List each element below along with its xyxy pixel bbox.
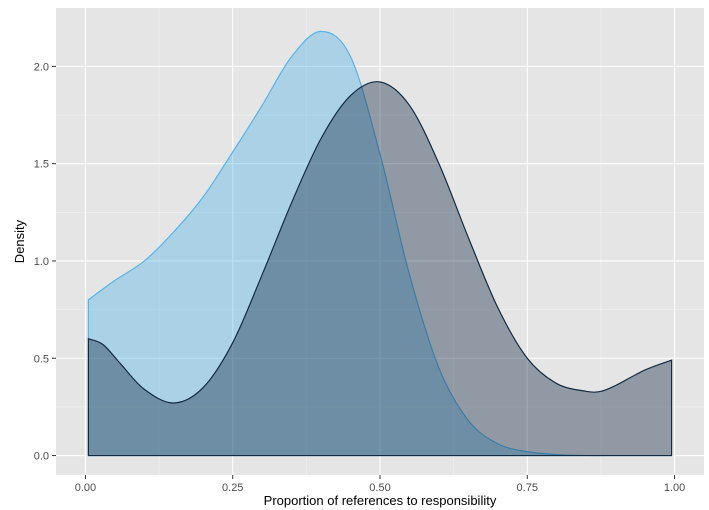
y-tick-label: 0.5 xyxy=(34,353,49,365)
x-tick-label: 1.00 xyxy=(664,482,685,494)
y-tick-label: 2.0 xyxy=(34,61,49,73)
density-area-2 xyxy=(88,81,672,456)
density-outline-2 xyxy=(87,81,673,457)
x-tick-label: 0.00 xyxy=(75,482,96,494)
y-axis-ticks: 0.0 0.5 1.0 1.5 2.0 xyxy=(34,61,56,463)
major-grid xyxy=(56,8,704,475)
x-axis-ticks: 0.00 0.25 0.50 0.75 1.00 xyxy=(75,475,685,494)
density-area-1 xyxy=(88,31,672,456)
y-axis-title: Density xyxy=(12,219,27,263)
x-tick-label: 0.50 xyxy=(369,482,390,494)
x-tick-label: 0.25 xyxy=(222,482,243,494)
y-tick-label: 1.0 xyxy=(34,256,49,268)
density-series xyxy=(87,30,673,457)
x-tick-label: 0.75 xyxy=(517,482,538,494)
x-axis-title: Proportion of references to responsibili… xyxy=(264,493,497,508)
y-tick-label: 1.5 xyxy=(34,159,49,171)
y-tick-label: 0.0 xyxy=(34,451,49,463)
